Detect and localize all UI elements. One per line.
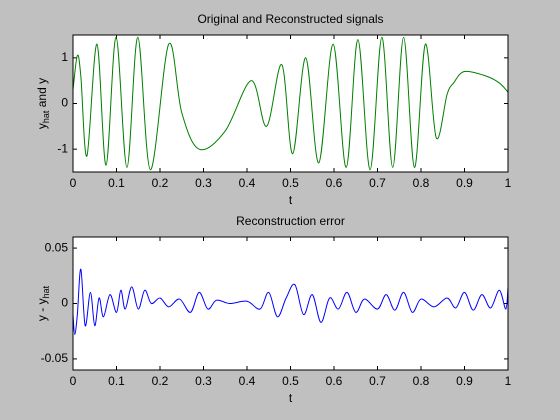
plot-frame	[72, 236, 509, 371]
x-tick-label: 0	[70, 176, 77, 190]
y-tick-label: -0.05	[41, 351, 69, 365]
x-tick-label: 0.7	[369, 176, 386, 190]
x-tick-label: 0.8	[413, 176, 430, 190]
x-tick-label: 0.8	[413, 374, 430, 388]
signal-line	[73, 268, 508, 336]
y-tick-label: 0	[61, 96, 68, 110]
x-tick-label: 0.3	[195, 176, 212, 190]
x-tick-label: 1	[505, 176, 512, 190]
y-axis-label-part: y	[35, 123, 49, 129]
plot-frame	[72, 34, 509, 173]
plot-area	[73, 237, 508, 370]
signal-line	[73, 36, 508, 171]
x-tick-label: 0.9	[456, 176, 473, 190]
y-axis-label-subscript: hat	[41, 285, 51, 298]
chart-title: Reconstruction error	[236, 214, 345, 228]
plot-area	[73, 35, 508, 172]
x-tick-label: 0.1	[108, 374, 125, 388]
x-tick-label: 0.2	[152, 176, 169, 190]
y-axis-label-subscript: hat	[41, 110, 51, 123]
x-tick-label: 0.5	[282, 374, 299, 388]
y-tick-label: -1	[57, 141, 68, 155]
y-tick-label: 1	[61, 50, 68, 64]
x-tick-label: 0.6	[326, 374, 343, 388]
y-tick-label: 0	[61, 296, 68, 310]
y-axis-label: yhat and y	[35, 78, 51, 129]
y-axis-label-part: and y	[35, 78, 49, 111]
x-tick-label: 0.4	[239, 176, 256, 190]
x-axis-label: t	[289, 391, 293, 405]
x-tick-label: 0.2	[152, 374, 169, 388]
y-axis-label: y - yhat	[35, 285, 51, 321]
x-tick-label: 1	[505, 374, 512, 388]
x-tick-label: 0.3	[195, 374, 212, 388]
chart-title: Original and Reconstructed signals	[197, 12, 383, 26]
x-tick-label: 0.5	[282, 176, 299, 190]
x-tick-label: 0	[70, 374, 77, 388]
x-tick-label: 0.9	[456, 374, 473, 388]
x-tick-label: 0.1	[108, 176, 125, 190]
x-tick-label: 0.6	[326, 176, 343, 190]
y-axis-label-part: y - y	[35, 298, 49, 321]
x-axis-label: t	[289, 193, 293, 207]
x-tick-label: 0.4	[239, 374, 256, 388]
x-tick-label: 0.7	[369, 374, 386, 388]
y-tick-label: 0.05	[45, 240, 69, 254]
